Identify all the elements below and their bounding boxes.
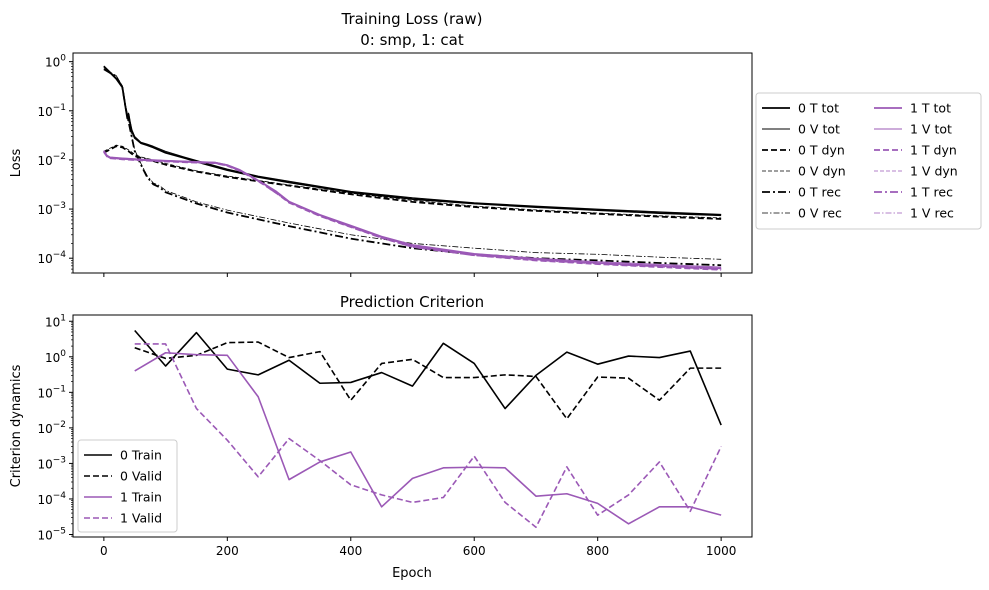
legend-label: 1 T tot [910, 101, 951, 116]
legend-label: 1 T rec [910, 185, 953, 200]
series-line-0-t-tot [103, 65, 722, 217]
legend-label: 1 Valid [120, 511, 162, 526]
legend-box [755, 92, 982, 230]
loss-plot-frame [72, 52, 753, 274]
legend-label: 1 Train [120, 490, 162, 505]
y-tick-label: 10−5 [37, 526, 66, 542]
series-line-1-v-tot [103, 150, 722, 268]
series-line-0-v-rec [103, 68, 722, 260]
x-tick-label: 1000 [706, 544, 737, 558]
legend-label: 1 V dyn [910, 164, 958, 179]
y-tick-label: 10−2 [37, 152, 66, 168]
loss-chart: Training Loss (raw) 0: smp, 1: cat 10−4 1… [9, 10, 982, 277]
x-tick-label: 200 [216, 544, 239, 558]
legend-label: 0 T rec [798, 185, 841, 200]
loss-chart-title: Training Loss (raw) [341, 10, 483, 28]
x-tick-label: 0 [100, 544, 108, 558]
legend-label: 0 V dyn [798, 164, 846, 179]
series-line-0-train [134, 329, 722, 426]
series-line-1-v-rec [103, 150, 722, 269]
y-tick-label: 10−4 [37, 491, 66, 507]
x-tick-label: 800 [586, 544, 609, 558]
y-tick-label: 10−1 [37, 103, 66, 119]
series-line-1-t-tot [103, 150, 722, 270]
y-tick-label: 10−4 [37, 250, 66, 266]
series-line-0-v-tot [103, 65, 722, 215]
legend-box [77, 439, 178, 533]
series-line-1-train [134, 351, 722, 525]
criterion-y-axis-label: Criterion dynamics [9, 364, 24, 487]
legend-label: 0 V tot [798, 122, 840, 137]
criterion-chart-title: Prediction Criterion [340, 293, 484, 311]
y-tick-label: 10−1 [37, 384, 66, 400]
series-line-0-t-rec [103, 68, 722, 267]
series-line-1-t-rec [103, 150, 722, 271]
y-tick-label: 101 [45, 313, 66, 329]
series-line-0-valid [134, 341, 722, 420]
legend-label: 0 Valid [120, 469, 162, 484]
legend-label: 1 T dyn [910, 143, 957, 158]
criterion-x-axis-label: Epoch [392, 566, 432, 581]
y-tick-label: 100 [45, 54, 66, 70]
series-line-0-v-dyn [103, 144, 722, 219]
x-tick-label: 400 [339, 544, 362, 558]
legend-label: 0 T tot [798, 101, 839, 116]
criterion-plot-frame [72, 314, 753, 538]
y-tick-label: 10−2 [37, 420, 66, 436]
legend-label: 1 V rec [910, 206, 954, 221]
series-line-0-t-dyn [103, 145, 722, 220]
y-tick-label: 100 [45, 349, 66, 365]
loss-y-axis-label: Loss [9, 149, 24, 178]
y-tick-label: 10−3 [37, 455, 66, 471]
legend-label: 0 T dyn [798, 143, 845, 158]
legend-label: 0 V rec [798, 206, 842, 221]
loss-chart-subtitle: 0: smp, 1: cat [360, 31, 464, 49]
y-tick-label: 10−3 [37, 201, 66, 217]
x-tick-label: 600 [463, 544, 486, 558]
criterion-chart: Prediction Criterion 0 200 400 600 800 1000 10… [9, 293, 753, 581]
series-line-1-valid [134, 343, 722, 529]
legend-label: 1 V tot [910, 122, 952, 137]
legend-label: 0 Train [120, 448, 162, 463]
